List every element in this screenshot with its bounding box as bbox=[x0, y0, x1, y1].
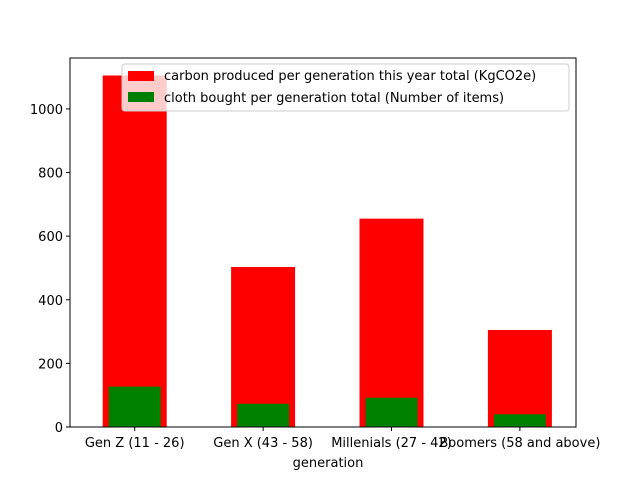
y-tick-label-1: 200 bbox=[38, 357, 63, 372]
x-tick-label-1: Gen X (43 - 58) bbox=[213, 436, 313, 451]
bar-cloth-2 bbox=[365, 397, 418, 427]
bar-cloth-1 bbox=[237, 403, 290, 427]
plot-frame bbox=[69, 57, 577, 428]
legend-label-carbon: carbon produced per generation this year… bbox=[164, 69, 536, 84]
legend-box bbox=[121, 63, 570, 112]
x-tick-label-0: Gen Z (11 - 26) bbox=[85, 436, 185, 451]
y-tick-label-3: 600 bbox=[38, 230, 63, 245]
legend-swatch-cloth bbox=[128, 92, 154, 102]
axes-layer: 0 200 400 600 800 1000 Gen Z (11 - 26) Gen X (4… bbox=[30, 57, 600, 451]
y-tick-label-5: 1000 bbox=[30, 103, 63, 118]
bars-layer bbox=[102, 75, 552, 427]
x-tick-label-3: Boomers (58 and above) bbox=[439, 436, 600, 451]
legend: carbon produced per generation this year… bbox=[121, 63, 570, 112]
legend-swatch-carbon bbox=[128, 71, 154, 81]
bar-carbon-1 bbox=[231, 266, 296, 427]
y-tick-label-2: 400 bbox=[38, 294, 63, 309]
bar-carbon-3 bbox=[487, 329, 552, 427]
y-tick-label-0: 0 bbox=[55, 421, 63, 436]
legend-label-cloth: cloth bought per generation total (Numbe… bbox=[164, 91, 504, 106]
y-tick-label-4: 800 bbox=[38, 167, 63, 182]
bar-carbon-0 bbox=[102, 75, 167, 427]
bar-cloth-0 bbox=[108, 386, 161, 427]
bar-carbon-2 bbox=[359, 218, 424, 427]
x-axis-label: generation bbox=[293, 456, 364, 471]
x-tick-label-2: Millenials (27 - 42) bbox=[331, 436, 452, 451]
bar-cloth-3 bbox=[493, 414, 546, 427]
